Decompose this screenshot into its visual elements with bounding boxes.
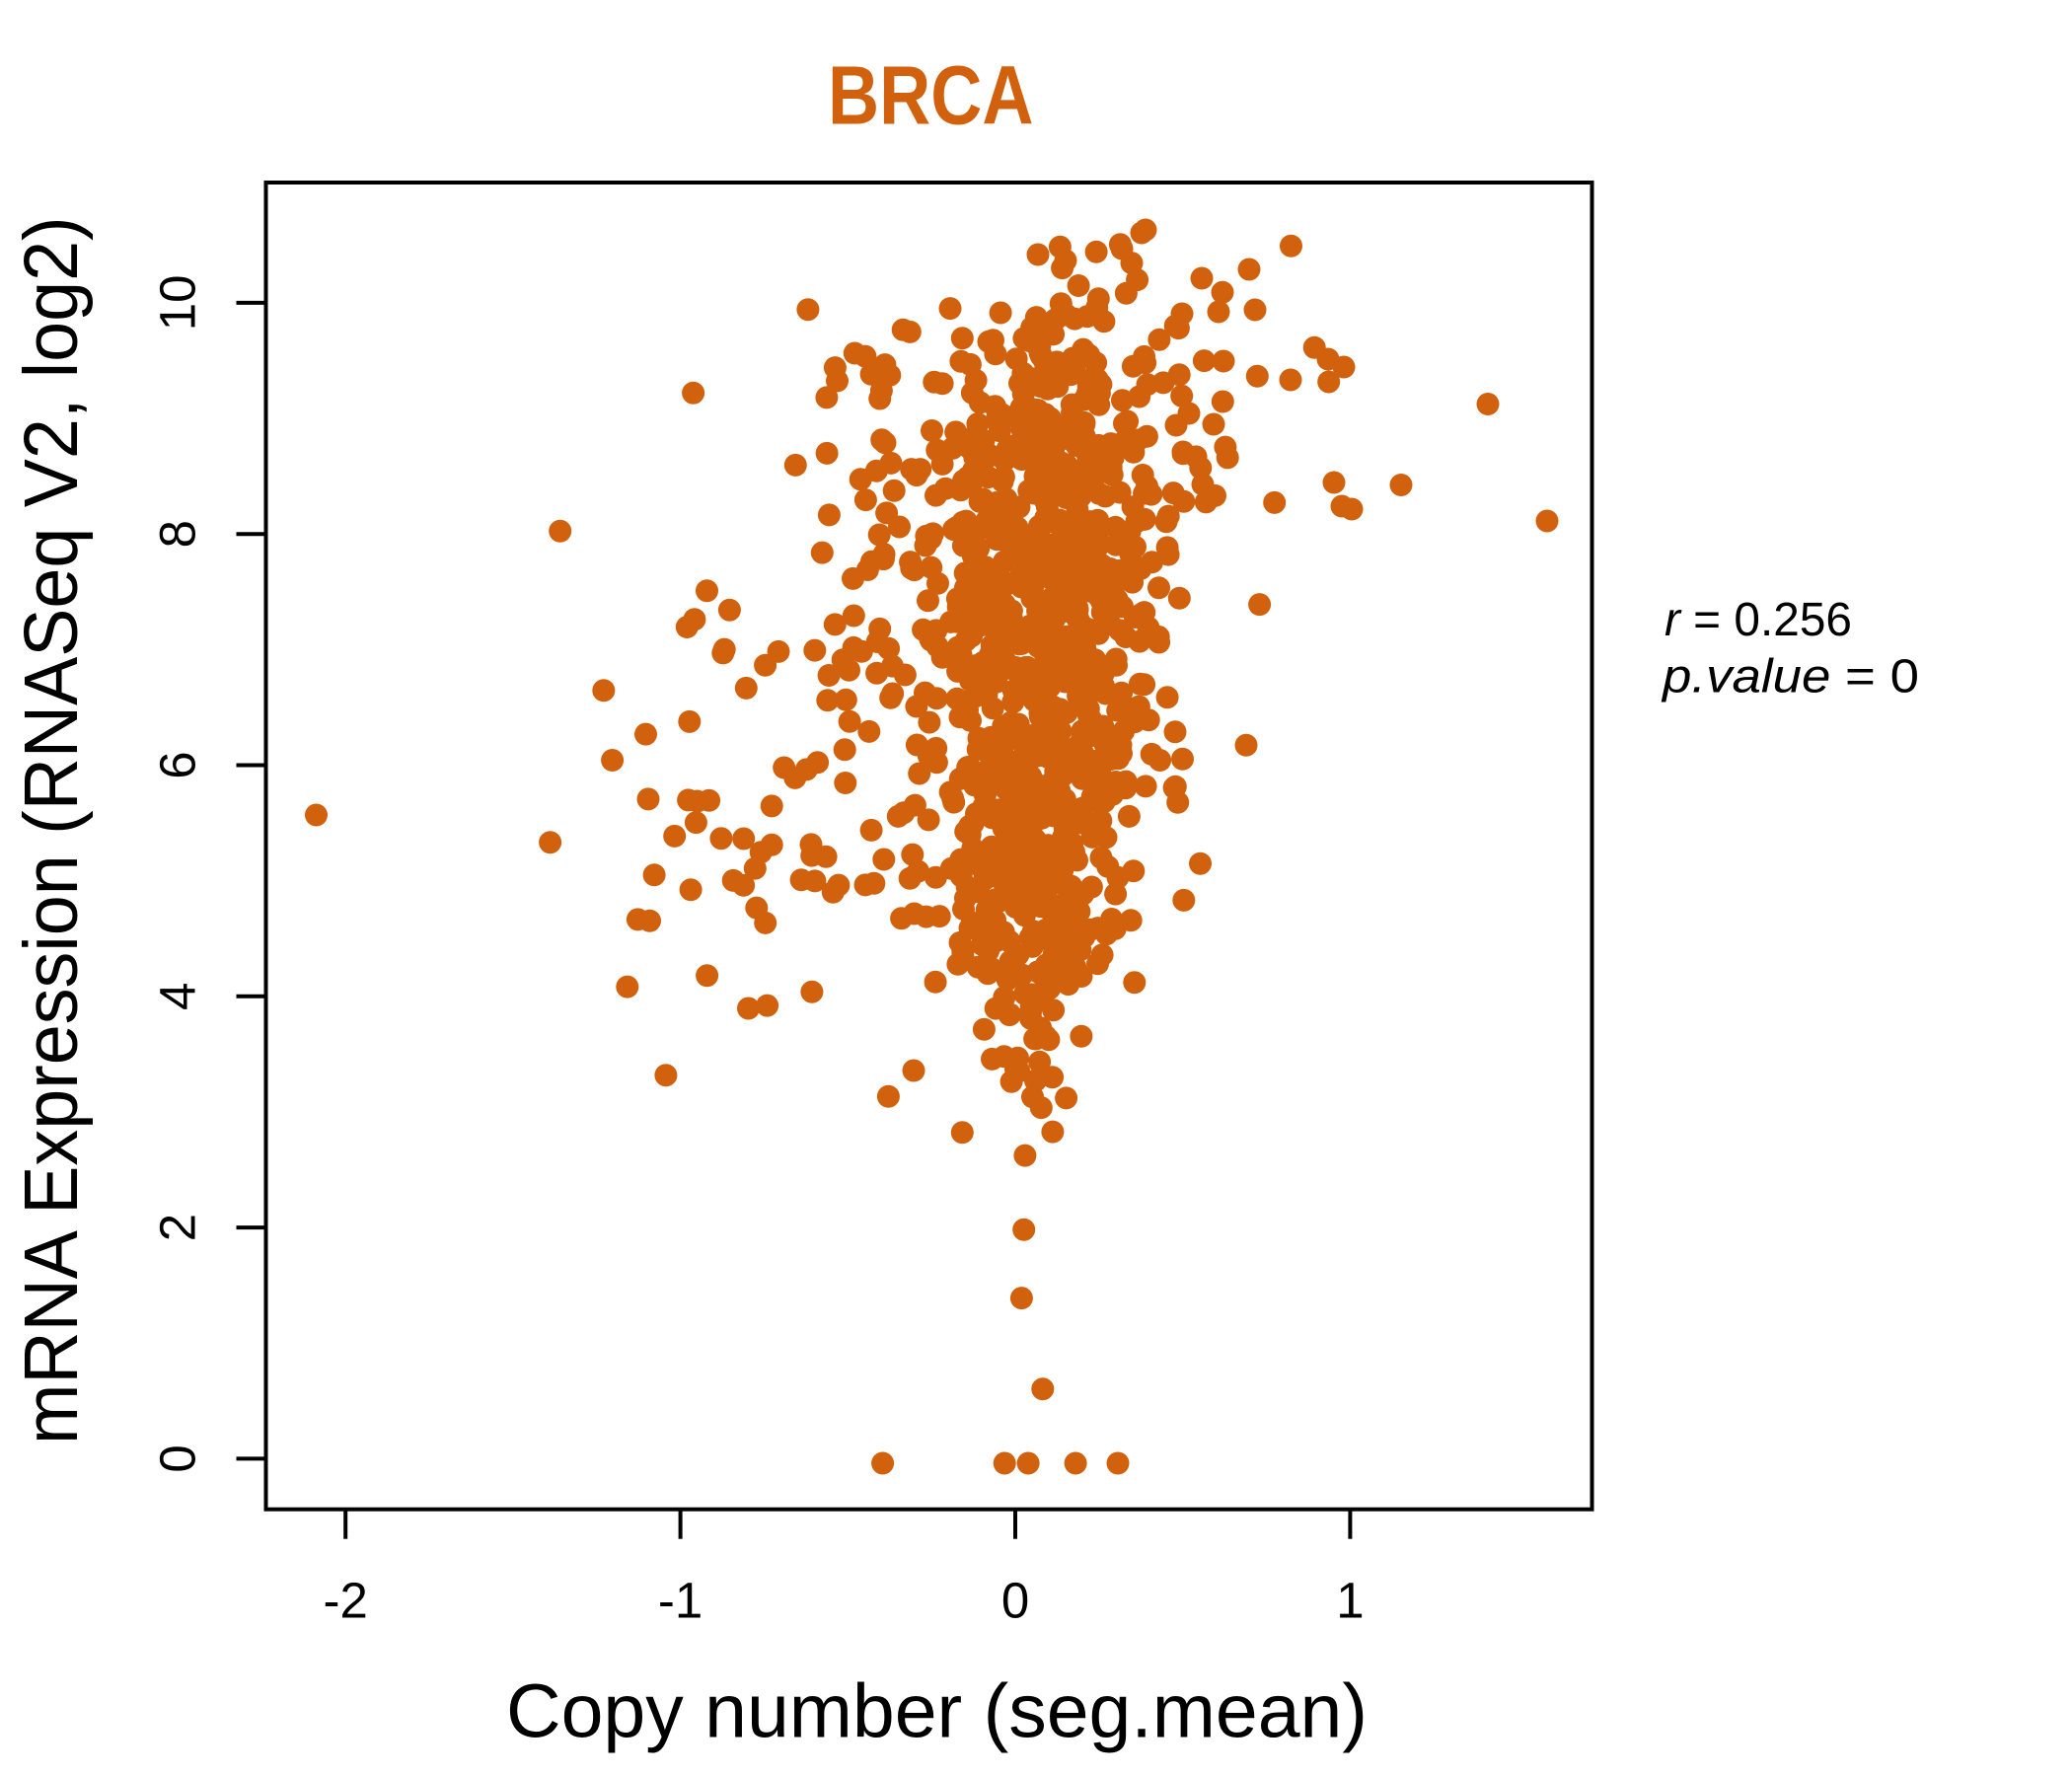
svg-text:2: 2: [150, 1214, 206, 1241]
svg-text:0: 0: [1001, 1573, 1029, 1629]
svg-text:-1: -1: [658, 1573, 703, 1629]
svg-text:mRNA Expression (RNASeq V2, lo: mRNA Expression (RNASeq V2, log2): [9, 216, 94, 1444]
svg-text:4: 4: [150, 983, 206, 1010]
svg-text:0: 0: [150, 1444, 206, 1472]
svg-text:BRCA: BRCA: [828, 48, 1034, 141]
svg-text:10: 10: [150, 275, 206, 332]
svg-text:r = 0.256: r = 0.256: [1665, 594, 1852, 646]
svg-text:Copy number (seg.mean): Copy number (seg.mean): [506, 1669, 1368, 1754]
svg-text:-2: -2: [324, 1573, 368, 1629]
svg-text:8: 8: [150, 520, 206, 548]
svg-text:6: 6: [150, 751, 206, 778]
svg-text:p.value = 0: p.value = 0: [1661, 651, 1919, 703]
svg-text:1: 1: [1336, 1573, 1364, 1629]
